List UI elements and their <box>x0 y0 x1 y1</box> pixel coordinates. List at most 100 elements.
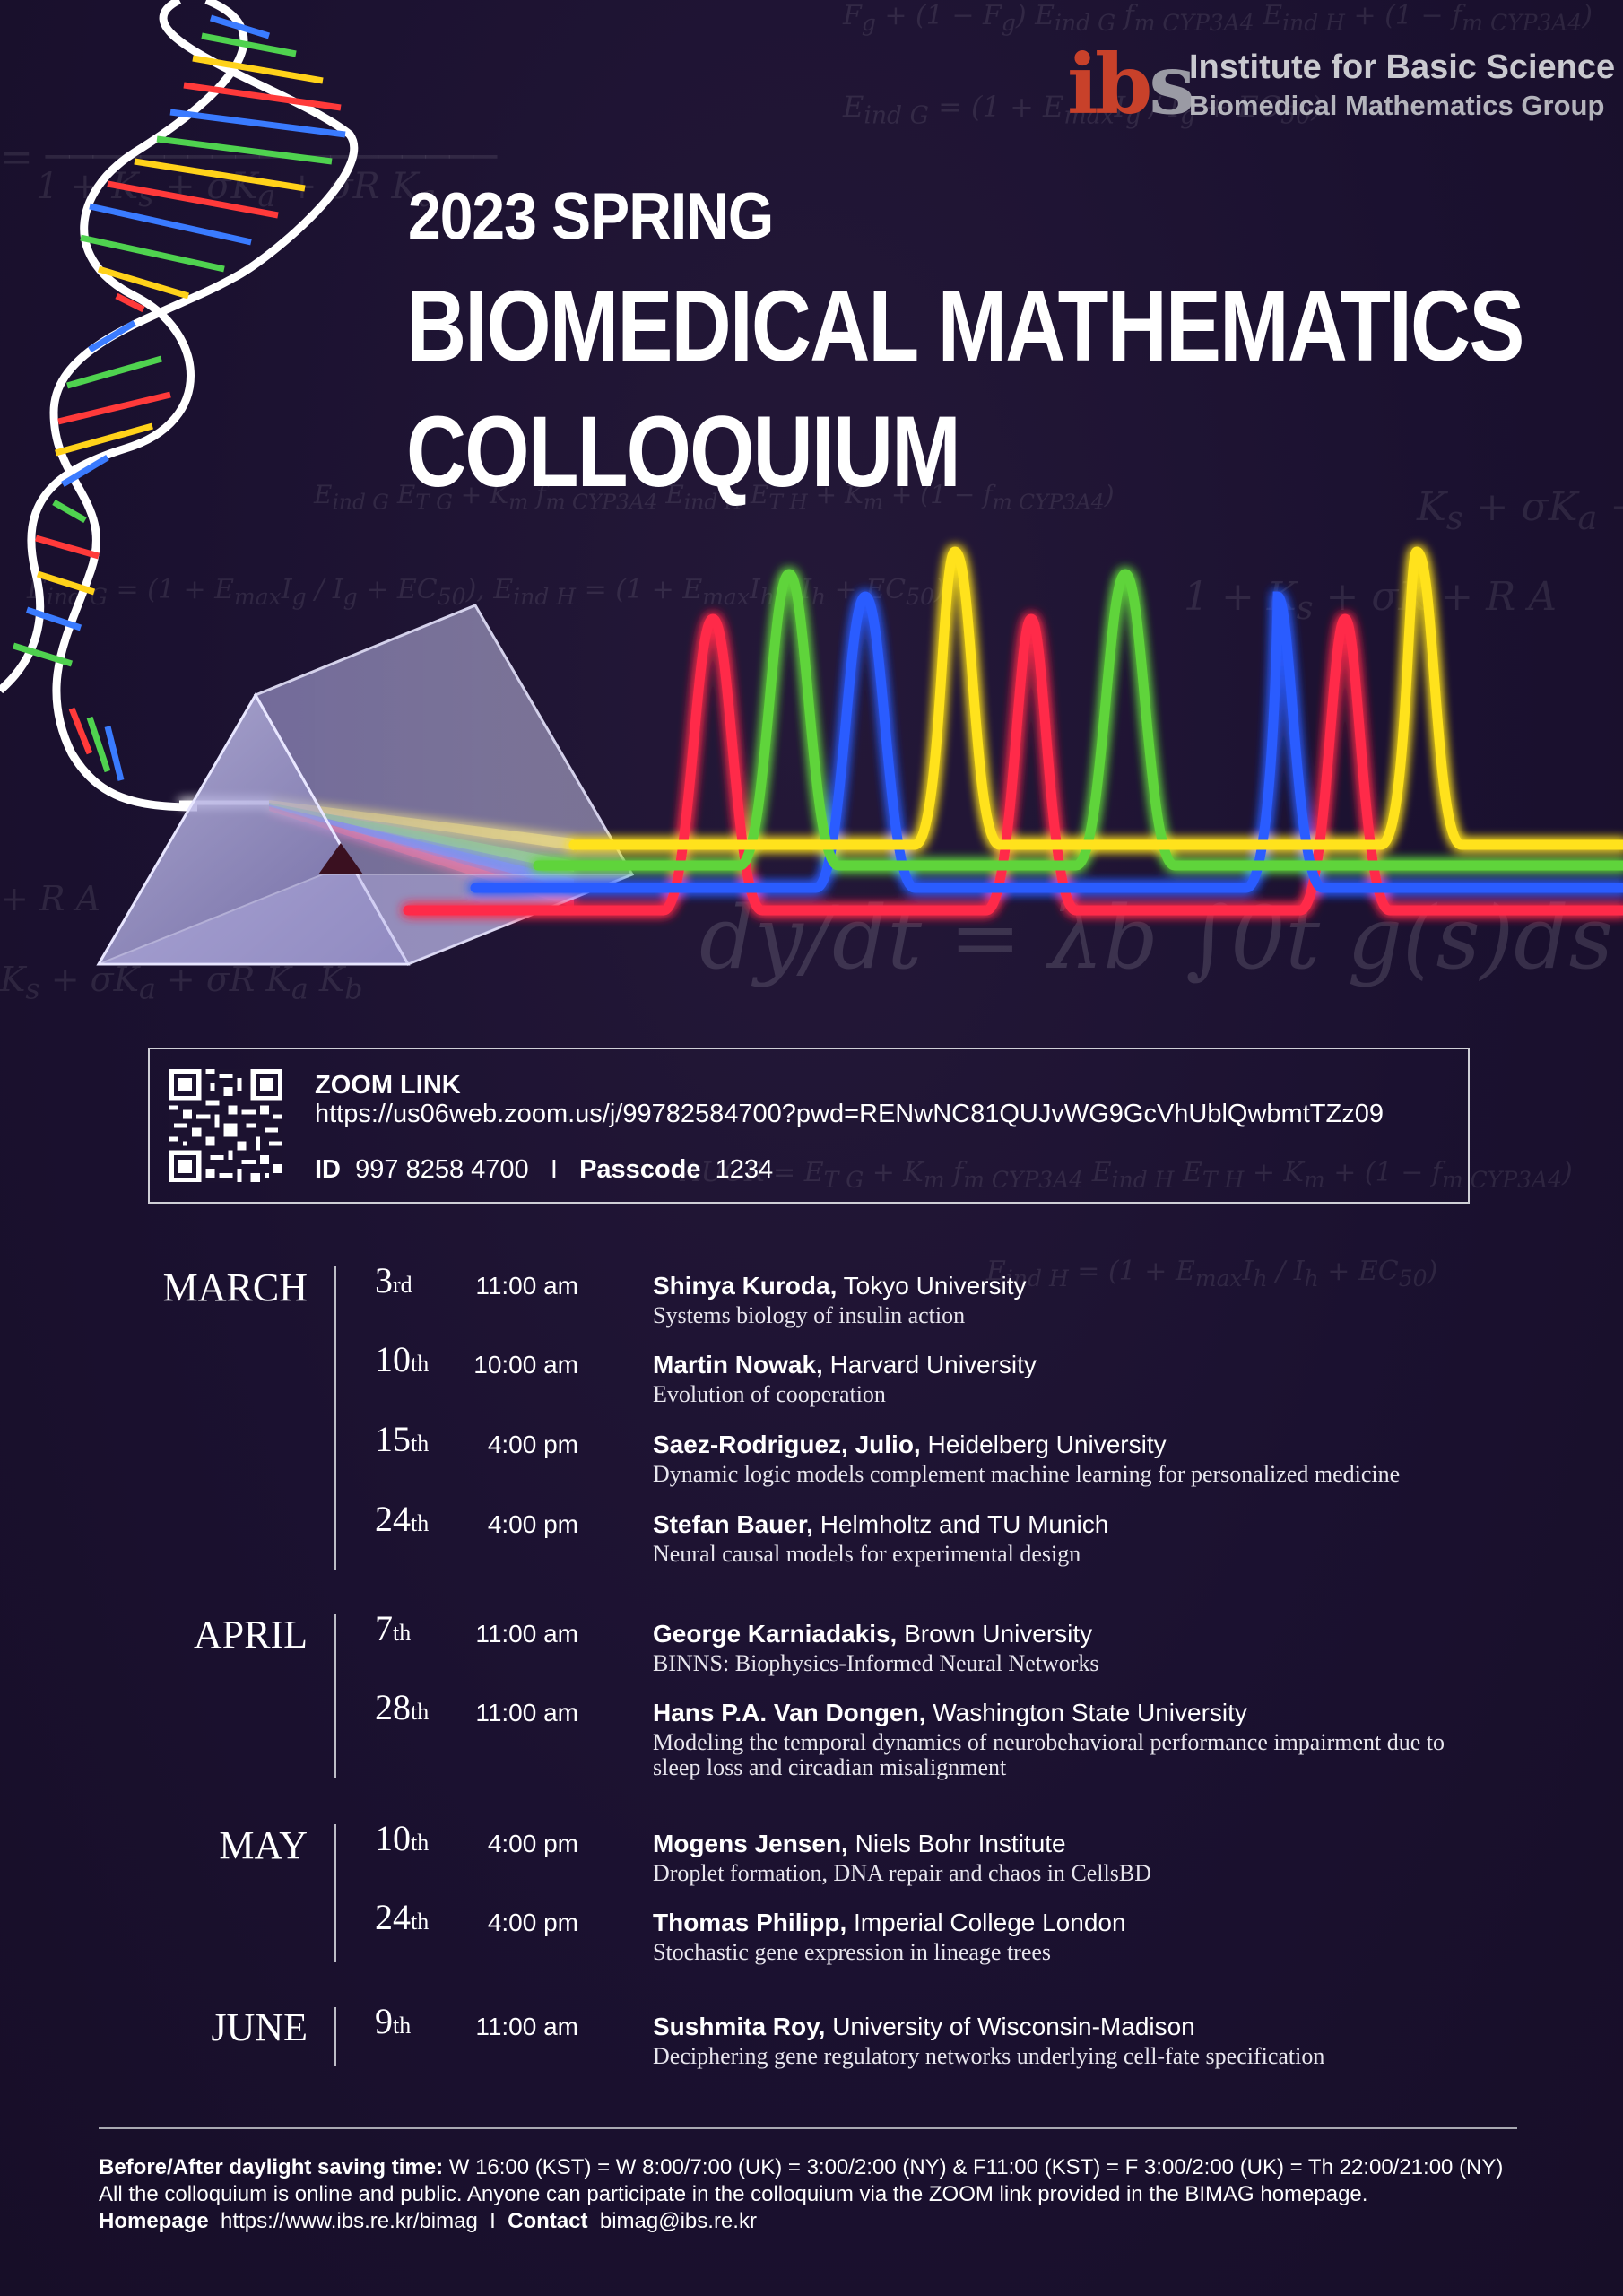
event-day: 15th <box>375 1418 429 1460</box>
dna-helix-icon <box>0 0 359 812</box>
contact-label: Contact <box>508 2209 588 2233</box>
speaker-name: Shinya Kuroda, <box>653 1272 838 1300</box>
day-suffix: th <box>411 1830 430 1856</box>
event-speaker: Saez-Rodriguez, Julio, Heidelberg Univer… <box>653 1431 1167 1459</box>
footer-divider <box>99 2127 1517 2129</box>
event-speaker: Mogens Jensen, Niels Bohr Institute <box>653 1830 1066 1858</box>
speaker-name: Mogens Jensen, <box>653 1830 848 1857</box>
day-suffix: th <box>411 1510 430 1536</box>
event-speaker: Martin Nowak, Harvard University <box>653 1351 1037 1379</box>
speaker-affiliation: Washington State University <box>933 1699 1247 1726</box>
talk-title: Stochastic gene expression in lineage tr… <box>653 1939 1052 1965</box>
contact-email[interactable]: bimag@ibs.re.kr <box>599 2209 757 2233</box>
speaker-affiliation: Brown University <box>904 1620 1093 1648</box>
dst-text: W 16:00 (KST) = W 8:00/7:00 (UK) = 3:00/… <box>448 2155 1504 2179</box>
event-time: 11:00 am <box>475 1272 578 1300</box>
speaker-affiliation: University of Wisconsin-Madison <box>832 2013 1195 2040</box>
talk-title: Dynamic logic models complement machine … <box>653 1461 1401 1487</box>
event-time: 11:00 am <box>475 1699 578 1726</box>
day-number: 9 <box>375 2001 393 2041</box>
event-speaker: Thomas Philipp, Imperial College London <box>653 1909 1126 1937</box>
page-title-line1: BIOMEDICAL MATHEMATICS <box>406 270 1524 383</box>
month-heading: MAY <box>219 1823 308 1867</box>
speaker-affiliation: Niels Bohr Institute <box>855 1830 1066 1857</box>
month-divider <box>334 1824 336 1962</box>
month-heading: APRIL <box>193 1613 308 1657</box>
day-number: 10 <box>375 1339 411 1379</box>
month-heading: JUNE <box>211 2005 308 2049</box>
event-speaker: Stefan Bauer, Helmholtz and TU Munich <box>653 1510 1108 1539</box>
homepage-label: Homepage <box>99 2209 209 2233</box>
homepage-link[interactable]: https://www.ibs.re.kr/bimag <box>221 2209 478 2233</box>
speaker-name: George Karniadakis, <box>653 1620 898 1648</box>
passcode-value: 1234 <box>715 1155 774 1184</box>
background-formula: Eind G ET G + Km fm CYP3A4 Eind H ET H +… <box>314 480 1115 515</box>
speaker-affiliation: Imperial College London <box>854 1909 1126 1936</box>
background-formula: Ks + σKa + R <box>1417 484 1623 537</box>
day-suffix: th <box>393 1620 412 1646</box>
talk-title: Modeling the temporal dynamics of neurob… <box>653 1729 1445 1780</box>
dst-label: Before/After daylight saving time: <box>99 2155 444 2179</box>
talk-title: Deciphering gene regulatory networks und… <box>653 2043 1325 2069</box>
event-speaker: Shinya Kuroda, Tokyo University <box>653 1272 1027 1300</box>
speaker-affiliation: Heidelberg University <box>927 1431 1167 1458</box>
event-time: 4:00 pm <box>487 1909 578 1936</box>
day-suffix: th <box>411 1909 430 1935</box>
month-divider <box>334 1266 336 1570</box>
wave-red <box>403 613 1623 916</box>
event-day: 24th <box>375 1896 429 1938</box>
speaker-name: Sushmita Roy, <box>653 2013 826 2040</box>
event-day: 10th <box>375 1817 429 1859</box>
speaker-name: Thomas Philipp, <box>653 1909 847 1936</box>
meeting-id-line: ID 997 8258 4700 I Passcode 1234 <box>315 1155 773 1185</box>
background-formula: AUCR = ET G + Km fm CYP3A4 Eind H ET H +… <box>681 1157 1573 1193</box>
zoom-link[interactable]: https://us06web.zoom.us/j/99782584700?pw… <box>315 1100 1384 1128</box>
day-number: 3 <box>375 1260 393 1300</box>
event-time: 11:00 am <box>475 1620 578 1648</box>
event-time: 4:00 pm <box>487 1510 578 1538</box>
speaker-name: Saez-Rodriguez, Julio, <box>653 1431 921 1458</box>
background-formula: Eind H = (1 + EmaxIh / Ih + EC50) <box>986 1256 1438 1292</box>
dst-note: Before/After daylight saving time: W 16:… <box>99 2155 1503 2180</box>
talk-title: BINNS: Biophysics-Informed Neural Networ… <box>653 1650 1099 1676</box>
event-time: 10:00 am <box>473 1351 578 1378</box>
qr-code-icon[interactable] <box>169 1069 282 1182</box>
day-number: 10 <box>375 1818 411 1858</box>
day-suffix: th <box>393 2013 412 2039</box>
talk-title: Evolution of cooperation <box>653 1381 886 1407</box>
day-number: 7 <box>375 1608 393 1648</box>
event-day: 9th <box>375 2000 411 2042</box>
day-number: 28 <box>375 1687 411 1727</box>
illustration <box>0 0 1623 966</box>
speaker-name: Stefan Bauer, <box>653 1510 813 1538</box>
talk-title: Droplet formation, DNA repair and chaos … <box>653 1860 1151 1886</box>
speaker-name: Hans P.A. Van Dongen, <box>653 1699 926 1726</box>
logo-institute-name: Institute for Basic Science <box>1189 48 1616 86</box>
background-formula: Ks + σKa + σR Ka Kb <box>0 960 363 1006</box>
day-suffix: th <box>411 1699 430 1725</box>
speaker-affiliation: Helmholtz and TU Munich <box>820 1510 1109 1538</box>
speaker-affiliation: Harvard University <box>829 1351 1037 1378</box>
event-day: 3rd <box>375 1259 412 1301</box>
public-note: All the colloquium is online and public.… <box>99 2182 1368 2206</box>
meeting-id-label: ID <box>315 1155 341 1184</box>
event-time: 4:00 pm <box>487 1830 578 1857</box>
passcode-label: Passcode <box>579 1155 701 1184</box>
talk-title: Neural causal models for experimental de… <box>653 1541 1081 1567</box>
event-speaker: George Karniadakis, Brown University <box>653 1620 1092 1648</box>
event-speaker: Hans P.A. Van Dongen, Washington State U… <box>653 1699 1247 1727</box>
separator: I <box>550 1155 558 1184</box>
neon-waves <box>403 546 1623 916</box>
month-divider <box>334 1614 336 1778</box>
day-number: 24 <box>375 1499 411 1539</box>
logo-group-name: Biomedical Mathematics Group <box>1189 90 1605 121</box>
event-day: 10th <box>375 1338 429 1380</box>
speaker-affiliation: Tokyo University <box>843 1272 1027 1300</box>
wave-yellow <box>568 546 1623 850</box>
season-label: 2023 SPRING <box>408 178 774 253</box>
background-formula: = ─────────────────── <box>0 135 498 180</box>
event-speaker: Sushmita Roy, University of Wisconsin-Ma… <box>653 2013 1195 2041</box>
ibs-logo-mark: ibs <box>1067 36 1195 133</box>
talk-title: Systems biology of insulin action <box>653 1302 966 1328</box>
